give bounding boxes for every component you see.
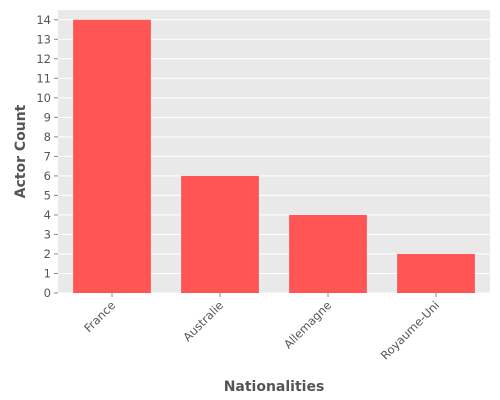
x-axis-title: Nationalities <box>224 379 325 395</box>
y-tick-label: 1 <box>44 266 51 280</box>
y-axis-title: Actor Count <box>13 104 29 198</box>
y-tick-label: 12 <box>36 52 51 66</box>
y-tick-label: 5 <box>44 188 51 202</box>
x-tick-label: Royaume-Uni <box>378 298 442 362</box>
y-tick-label: 4 <box>44 208 51 222</box>
x-tick-label: Allemagne <box>281 298 334 351</box>
bars <box>73 19 475 294</box>
y-tick-label: 9 <box>44 110 51 124</box>
x-tick-label: Australie <box>180 298 226 344</box>
y-tick-label: 2 <box>44 247 51 261</box>
y-tick-label: 8 <box>44 130 51 144</box>
x-tick-label: France <box>81 298 118 335</box>
y-tick-label: 7 <box>44 149 51 163</box>
bar-allemagne <box>289 214 367 293</box>
y-tick-label: 0 <box>44 286 51 300</box>
y-tick-label: 13 <box>36 32 51 46</box>
y-tick-label: 10 <box>36 91 51 105</box>
bar-royaume-uni <box>397 253 475 293</box>
bar-france <box>73 19 151 294</box>
y-tick-label: 3 <box>44 227 51 241</box>
bar-australie <box>181 175 259 293</box>
y-tick-label: 6 <box>44 169 51 183</box>
x-axis-ticks: France Australie Allemagne Royaume-Uni <box>81 293 442 363</box>
y-tick-label: 14 <box>36 13 51 27</box>
y-tick-label: 11 <box>36 71 51 85</box>
